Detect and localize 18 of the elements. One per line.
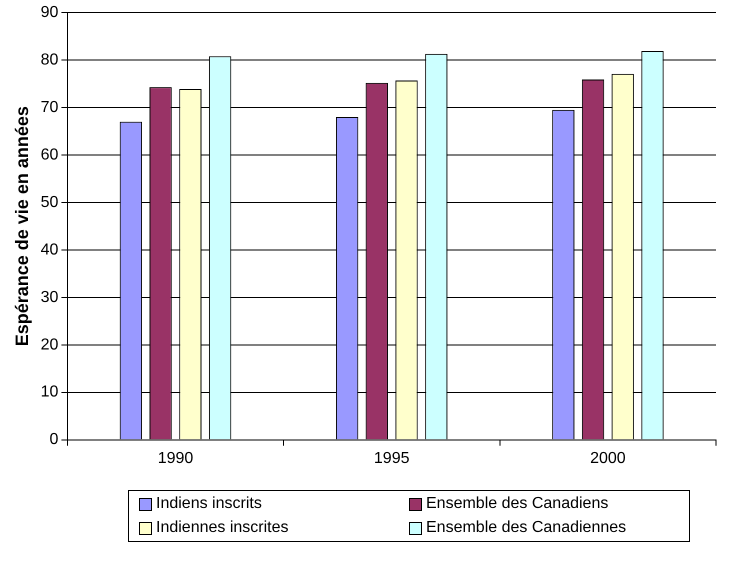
y-tick-label: 70 <box>40 98 58 116</box>
y-tick-label: 30 <box>40 288 58 306</box>
x-tick-label: 1995 <box>374 450 410 467</box>
legend-label: Ensemble des Canadiens <box>426 495 608 513</box>
y-axis-title: Espérance de vie en années <box>12 106 32 346</box>
legend-label: Indiennes inscrites <box>156 519 289 537</box>
x-tick-label: 1990 <box>158 450 194 467</box>
y-tick-label: 90 <box>40 4 58 22</box>
y-tick-label: 50 <box>40 194 58 211</box>
legend-label: Indiens inscrits <box>156 495 262 513</box>
y-tick-label: 0 <box>49 431 58 448</box>
y-tick-label: 80 <box>40 51 58 68</box>
y-tick-label: 60 <box>40 146 58 164</box>
y-tick-label: 10 <box>40 384 58 401</box>
legend-label: Ensemble des Canadiennes <box>426 519 626 537</box>
x-tick-label: 2000 <box>590 450 626 467</box>
y-tick-label: 40 <box>40 241 58 258</box>
y-tick-label: 20 <box>40 336 58 354</box>
